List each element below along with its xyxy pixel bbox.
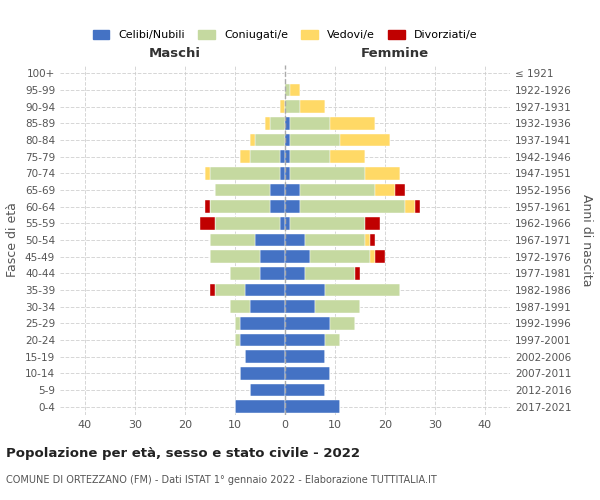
Bar bbox=[285, 284, 325, 296]
Bar bbox=[290, 134, 340, 146]
Bar bbox=[255, 234, 285, 246]
Bar bbox=[230, 267, 260, 280]
Bar bbox=[280, 150, 285, 163]
Bar bbox=[235, 334, 240, 346]
Bar bbox=[270, 200, 285, 213]
Bar bbox=[285, 84, 290, 96]
Bar bbox=[285, 117, 290, 130]
Bar bbox=[230, 300, 250, 313]
Bar bbox=[280, 100, 285, 113]
Text: Popolazione per età, sesso e stato civile - 2022: Popolazione per età, sesso e stato civil… bbox=[6, 448, 360, 460]
Bar bbox=[305, 267, 355, 280]
Text: Maschi: Maschi bbox=[149, 47, 201, 60]
Bar bbox=[265, 117, 270, 130]
Bar bbox=[290, 167, 365, 179]
Bar bbox=[375, 184, 395, 196]
Bar bbox=[365, 217, 380, 230]
Bar bbox=[210, 234, 255, 246]
Bar bbox=[210, 200, 270, 213]
Bar bbox=[240, 334, 285, 346]
Bar bbox=[415, 200, 420, 213]
Bar bbox=[285, 150, 290, 163]
Bar bbox=[290, 84, 300, 96]
Bar bbox=[285, 100, 300, 113]
Bar bbox=[285, 300, 315, 313]
Y-axis label: Anni di nascita: Anni di nascita bbox=[580, 194, 593, 286]
Bar bbox=[395, 184, 405, 196]
Bar bbox=[270, 184, 285, 196]
Bar bbox=[280, 167, 285, 179]
Bar bbox=[330, 150, 365, 163]
Bar bbox=[240, 367, 285, 380]
Bar bbox=[280, 217, 285, 230]
Bar bbox=[340, 134, 390, 146]
Bar bbox=[285, 167, 290, 179]
Bar bbox=[215, 217, 280, 230]
Bar bbox=[205, 167, 210, 179]
Bar bbox=[325, 334, 340, 346]
Bar bbox=[310, 250, 370, 263]
Bar bbox=[285, 334, 325, 346]
Bar bbox=[330, 317, 355, 330]
Bar bbox=[285, 234, 305, 246]
Bar bbox=[285, 350, 325, 363]
Bar bbox=[290, 117, 330, 130]
Bar bbox=[210, 167, 280, 179]
Bar bbox=[235, 317, 240, 330]
Bar bbox=[285, 217, 290, 230]
Bar bbox=[300, 184, 375, 196]
Bar bbox=[305, 234, 365, 246]
Bar bbox=[260, 267, 285, 280]
Bar bbox=[285, 184, 300, 196]
Legend: Celibi/Nubili, Coniugati/e, Vedovi/e, Divorziati/e: Celibi/Nubili, Coniugati/e, Vedovi/e, Di… bbox=[88, 25, 482, 44]
Bar bbox=[270, 117, 285, 130]
Bar bbox=[205, 200, 210, 213]
Bar bbox=[370, 234, 375, 246]
Bar bbox=[370, 250, 375, 263]
Bar bbox=[300, 100, 325, 113]
Bar bbox=[245, 350, 285, 363]
Bar bbox=[260, 250, 285, 263]
Bar bbox=[285, 200, 300, 213]
Bar bbox=[285, 267, 305, 280]
Bar bbox=[235, 400, 285, 413]
Bar bbox=[285, 317, 330, 330]
Bar bbox=[250, 150, 280, 163]
Bar bbox=[375, 250, 385, 263]
Bar bbox=[330, 117, 375, 130]
Bar bbox=[215, 184, 270, 196]
Bar bbox=[290, 217, 365, 230]
Text: Femmine: Femmine bbox=[361, 47, 429, 60]
Bar bbox=[215, 284, 245, 296]
Bar bbox=[250, 300, 285, 313]
Bar bbox=[240, 317, 285, 330]
Bar bbox=[290, 150, 330, 163]
Y-axis label: Fasce di età: Fasce di età bbox=[7, 202, 19, 278]
Bar bbox=[210, 284, 215, 296]
Bar bbox=[285, 134, 290, 146]
Bar bbox=[285, 367, 330, 380]
Bar bbox=[255, 134, 285, 146]
Bar bbox=[285, 384, 325, 396]
Bar bbox=[250, 384, 285, 396]
Bar bbox=[315, 300, 360, 313]
Bar bbox=[365, 167, 400, 179]
Bar bbox=[355, 267, 360, 280]
Bar bbox=[210, 250, 260, 263]
Text: COMUNE DI ORTEZZANO (FM) - Dati ISTAT 1° gennaio 2022 - Elaborazione TUTTITALIA.: COMUNE DI ORTEZZANO (FM) - Dati ISTAT 1°… bbox=[6, 475, 437, 485]
Bar bbox=[285, 250, 310, 263]
Bar bbox=[200, 217, 215, 230]
Bar bbox=[245, 284, 285, 296]
Bar bbox=[365, 234, 370, 246]
Bar bbox=[285, 400, 340, 413]
Bar bbox=[250, 134, 255, 146]
Bar bbox=[300, 200, 405, 213]
Bar bbox=[325, 284, 400, 296]
Bar bbox=[240, 150, 250, 163]
Bar bbox=[405, 200, 415, 213]
